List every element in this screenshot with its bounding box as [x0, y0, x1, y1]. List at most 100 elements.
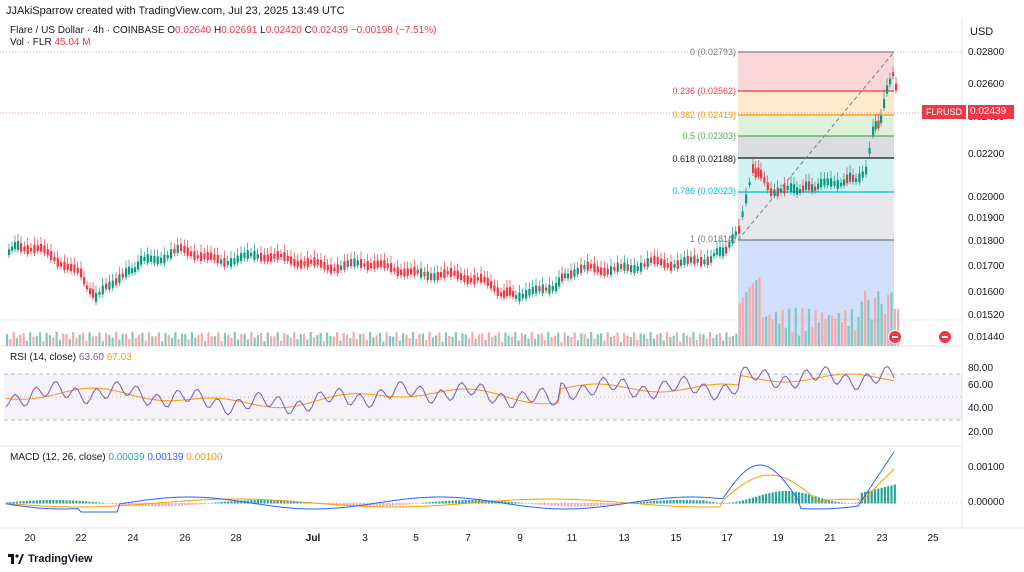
candle-body — [518, 292, 521, 302]
volume-bar — [501, 341, 504, 346]
volume-bar — [481, 333, 484, 346]
volume-bar — [474, 338, 477, 346]
tradingview-logo-icon — [8, 554, 24, 564]
candle-body — [811, 184, 814, 192]
time-tick: 23 — [876, 533, 888, 544]
rsi-label[interactable]: RSI (14, close) — [10, 352, 77, 363]
symbol-title[interactable]: Flare / US Dollar · 4h · COINBASE — [10, 25, 165, 36]
volume-bar — [897, 308, 900, 346]
volume-bar — [22, 333, 25, 346]
candle-body — [406, 268, 409, 276]
volume-bar — [880, 304, 883, 346]
volume-bar — [524, 334, 527, 346]
volume-bar — [289, 337, 292, 346]
candle-body — [496, 287, 499, 297]
us-event-flag-icon[interactable] — [888, 330, 902, 344]
volume-legend: Vol · FLR 45.04 M — [10, 37, 91, 48]
candle-body — [706, 256, 709, 266]
volume-bar — [164, 332, 167, 346]
us-event-flag-icon[interactable] — [938, 330, 952, 344]
candle-body — [316, 259, 319, 266]
candle-body — [886, 85, 889, 94]
volume-bar — [619, 341, 622, 346]
candle-body — [280, 253, 283, 258]
candle-body — [545, 287, 548, 291]
volume-bar — [477, 334, 481, 346]
volume-bar — [768, 314, 771, 346]
volume-bar — [603, 340, 606, 346]
macd-histogram-bar — [147, 503, 151, 507]
candle-body — [206, 252, 209, 261]
volume-bar — [147, 332, 151, 346]
volume-bar — [29, 332, 32, 346]
volume-bar — [227, 334, 230, 346]
candle-body — [483, 276, 486, 283]
volume-bar — [68, 339, 71, 346]
candle-body — [650, 257, 653, 263]
macd-histogram-bar — [784, 491, 787, 504]
candle-body — [583, 265, 586, 270]
currency-label[interactable]: USD — [970, 26, 994, 38]
macd-histogram-bar — [586, 503, 589, 507]
volume-bar — [560, 341, 563, 346]
macd-histogram-bar — [646, 501, 649, 504]
fib-level-05: 0.5 (0.02303) — [682, 131, 736, 141]
volume-bar — [345, 334, 349, 346]
candle-body — [226, 260, 229, 265]
volume-bar — [553, 335, 556, 346]
macd-histogram-bar — [382, 503, 385, 507]
candle-body — [820, 178, 823, 188]
volume-bar — [332, 336, 335, 346]
tradingview-logo[interactable]: TradingView — [8, 553, 93, 565]
volume-bar — [283, 333, 286, 346]
volume-bar — [230, 337, 233, 346]
macd-histogram-bar — [411, 503, 415, 505]
macd-label[interactable]: MACD (12, 26, close) — [10, 452, 106, 463]
macd-histogram-bar — [402, 503, 405, 505]
candle-body — [134, 267, 137, 273]
macd-histogram-bar — [260, 500, 263, 504]
volume-bar — [415, 338, 418, 346]
volume-bar — [118, 339, 121, 346]
volume-bar — [735, 333, 738, 346]
fib-level-0382: 0.382 (0.02419) — [672, 110, 736, 120]
macd-histogram-bar — [477, 500, 481, 504]
macd-histogram-bar — [164, 503, 167, 507]
candle-body — [313, 257, 316, 266]
volume-bar — [557, 332, 560, 346]
volume-bar — [167, 334, 170, 346]
candle-body — [745, 194, 748, 204]
volume-bar — [124, 333, 127, 346]
candle-body — [156, 256, 159, 265]
macd-histogram-bar — [520, 502, 523, 504]
candle-body — [240, 253, 243, 261]
macd-histogram-bar — [95, 502, 98, 504]
rsi-line — [5, 366, 895, 416]
macd-histogram-bar — [22, 501, 25, 504]
volume-label[interactable]: Vol · FLR — [10, 37, 52, 48]
candle-body — [95, 293, 98, 303]
volume-bar — [15, 338, 19, 346]
candle-body — [118, 274, 121, 283]
macd-histogram-bar — [553, 503, 556, 506]
macd-histogram-bar — [197, 503, 200, 505]
volume-bar — [497, 332, 500, 346]
volume-bar — [507, 335, 510, 346]
macd-histogram-bar — [666, 500, 669, 504]
macd-histogram-bar — [88, 501, 91, 504]
price-tick: 0.01800 — [968, 236, 1005, 247]
volume-bar — [534, 338, 537, 346]
volume-bar — [372, 337, 375, 346]
macd-histogram-bar — [167, 503, 170, 507]
candle-body — [303, 261, 306, 266]
volume-bar — [510, 336, 514, 346]
volume-bar — [675, 332, 679, 346]
candle-body — [790, 183, 793, 192]
volume-bar — [303, 333, 306, 346]
macd-histogram-bar — [702, 500, 705, 504]
macd-histogram-bar — [732, 502, 735, 504]
candle-body — [741, 211, 744, 218]
volume-bar — [62, 333, 65, 346]
candle-body — [623, 262, 626, 271]
